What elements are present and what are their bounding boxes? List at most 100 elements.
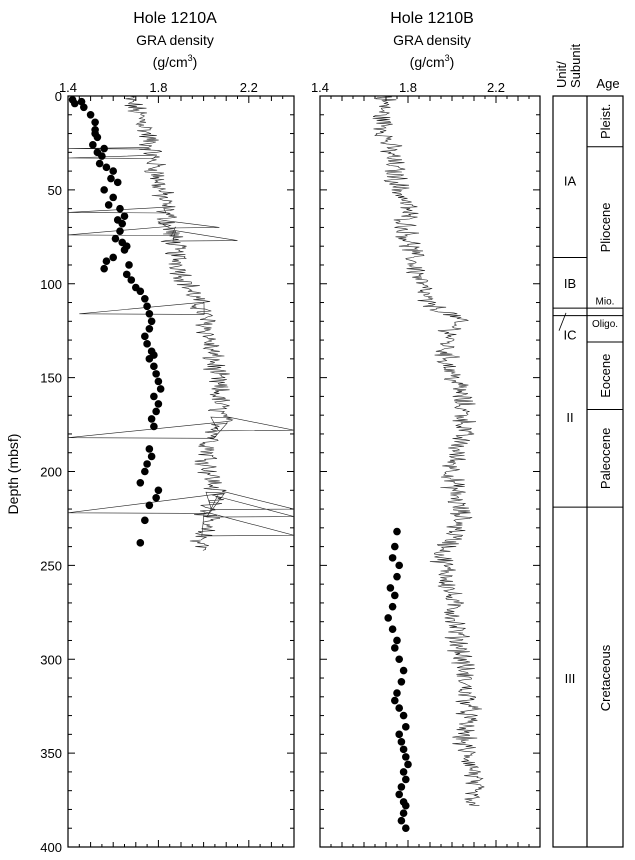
b-moisture-density-point (386, 584, 395, 592)
b-moisture-density-point (391, 591, 399, 600)
b-moisture-density-point (397, 738, 406, 746)
hole-1210a-plot: 1.4 1.8 2.2 0 50 100 150 200 250 300 350 400 (40, 80, 295, 855)
unit-label-ii: II (566, 410, 573, 425)
b-moisture-density-point (384, 614, 393, 622)
b-moisture-density-point (402, 824, 410, 833)
b-moisture-density-point (393, 636, 401, 645)
b-moisture-density-point (395, 704, 404, 712)
depth-tick-label: 300 (40, 652, 62, 667)
depth-tick-label: 50 (48, 183, 62, 198)
a-moisture-density-point (107, 174, 115, 183)
unit-label-ib: IB (564, 276, 576, 291)
depth-tick-label: 200 (40, 465, 62, 480)
a-moisture-density-point (109, 167, 117, 175)
depth-axis-label: Depth (mbsf) (5, 434, 21, 515)
a-moisture-density-point (70, 99, 79, 108)
b-xtick-label: 1.8 (399, 80, 417, 95)
a-moisture-density-point (152, 493, 160, 502)
a-moisture-density-point (150, 362, 158, 371)
unit-label-ic: IC (564, 327, 577, 342)
a-moisture-density-point (95, 159, 104, 168)
b-moisture-density-point (397, 783, 406, 791)
depth-tick-label: 250 (40, 558, 62, 573)
hole-1210a-xlabel-unit: (g/cm3) (153, 53, 198, 70)
a-moisture-density-point (118, 219, 127, 228)
b-moisture-density-point (397, 677, 406, 686)
b-frame (319, 95, 541, 848)
b-moisture-density-point (393, 572, 401, 581)
b-xtick-label: 2.2 (487, 80, 505, 95)
hole-1210b-plot: 1.4 1.8 2.2 (311, 80, 541, 848)
b-moisture-density-point (391, 644, 399, 652)
a-moisture-density-point (141, 294, 149, 303)
hole-1210b-title: Hole 1210B (390, 10, 474, 27)
a-moisture-density-point (116, 204, 124, 213)
a-moisture-density-point (141, 467, 149, 476)
a-xtick-label: 2.2 (240, 80, 258, 95)
age-label-oligo: Oligo. (592, 319, 618, 330)
a-moisture-density-point (150, 392, 158, 401)
a-moisture-density-point (152, 370, 160, 378)
a-moisture-density-point (145, 309, 154, 318)
a-moisture-density-point (143, 340, 151, 348)
b-moisture-density-point (402, 753, 410, 761)
b-moisture-density-point (397, 816, 406, 825)
a-moisture-density-point (141, 332, 149, 341)
b-moisture-density-point (391, 542, 399, 551)
unit-label-ia: IA (564, 173, 577, 188)
a-moisture-density-point (145, 355, 154, 363)
a-moisture-density-point (152, 407, 160, 416)
b-moisture-density-point (395, 655, 404, 664)
b-moisture-density-point (388, 554, 397, 562)
a-moisture-density-point (100, 264, 108, 273)
b-moisture-density-point (395, 790, 404, 799)
a-moisture-density-point (154, 486, 163, 495)
a-moisture-density-point (145, 501, 154, 510)
b-moisture-density-point (393, 689, 401, 697)
b-moisture-density-point (399, 745, 408, 754)
a-moisture-density-point (127, 276, 136, 284)
b-moisture-density-point (402, 723, 410, 731)
a-moisture-density-point (143, 302, 151, 311)
a-moisture-density-point (150, 422, 158, 431)
a-moisture-density-point (154, 377, 163, 386)
a-moisture-density-point (102, 163, 111, 172)
a-moisture-density-point (111, 234, 120, 243)
b-moisture-density-point (395, 561, 404, 570)
a-moisture-density-point (147, 317, 156, 326)
a-gra-log-line (68, 96, 294, 551)
a-moisture-density-point (147, 415, 156, 423)
a-moisture-density-point (156, 385, 165, 393)
a-moisture-density-point (125, 261, 133, 269)
a-moisture-density-point (102, 257, 111, 266)
a-moisture-density-point (109, 253, 117, 262)
a-moisture-density-point (120, 212, 129, 220)
b-moisture-density-point (399, 809, 408, 818)
b-moisture-density-point (388, 602, 397, 611)
a-moisture-density-point (113, 178, 122, 187)
a-moisture-density-point (91, 118, 99, 127)
b-moisture-density-point (404, 760, 412, 769)
a-moisture-density-point (104, 201, 113, 209)
b-moisture-density-point (393, 527, 401, 536)
a-moisture-density-point (136, 478, 145, 487)
strat-frame (552, 95, 624, 848)
a-moisture-density-point (145, 445, 154, 453)
a-moisture-density-point (145, 325, 154, 333)
a-moisture-density-point (91, 129, 99, 138)
b-moisture-density-point (399, 711, 408, 720)
unit-header-line2: Subunit (568, 44, 583, 88)
b-moisture-density-point (402, 801, 410, 810)
b-moisture-density-point (388, 625, 397, 634)
a-moisture-density-point (143, 460, 151, 468)
b-moisture-density-point (399, 768, 408, 776)
b-moisture-density-point (395, 730, 404, 739)
a-moisture-density-point (136, 539, 145, 547)
depth-tick-label: 400 (40, 840, 62, 855)
age-label-pleist: Pleist. (598, 104, 613, 139)
stratigraphy-column: IAIBICIIIIIPleist.PlioceneMio.Oligo.Eoce… (552, 95, 624, 848)
a-moisture-density-point (109, 193, 117, 202)
a-moisture-density-point (147, 452, 156, 461)
a-xtick-label: 1.4 (59, 80, 77, 95)
